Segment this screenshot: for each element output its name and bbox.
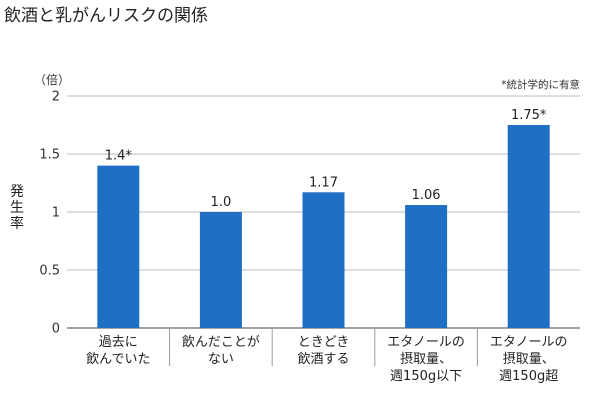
category-label: 飲んだことがない — [182, 334, 260, 367]
chart-title: 飲酒と乳がんリスクの関係 — [4, 6, 208, 26]
bar — [97, 165, 140, 328]
data-label: 1.75* — [511, 108, 547, 123]
category-label: ときどき飲酒する — [297, 335, 349, 367]
category-label-line: 過去に — [99, 335, 138, 350]
category-label-line: エタノールの — [387, 335, 465, 350]
bar — [199, 212, 242, 328]
y-tick-labels: 0 0.5 1 1.5 2 — [39, 90, 60, 337]
data-labels: 1.4* 1.0 1.17 1.06 1.75* — [105, 108, 547, 210]
bar — [302, 192, 345, 328]
category-label-line: 摂取量、 — [503, 351, 555, 367]
category-label-line: 飲んだことが — [182, 334, 260, 350]
category-label-line: 飲んでいた — [86, 351, 150, 367]
y-axis-label: 発生率 — [10, 184, 24, 232]
y-axis-label-char: 発 — [10, 184, 24, 200]
y-tick-label: 0.5 — [39, 264, 60, 279]
category-label-line: ときどき — [298, 335, 350, 350]
data-label: 1.0 — [211, 195, 232, 210]
y-tick-label: 1.5 — [39, 148, 60, 163]
bar — [405, 205, 448, 328]
data-label: 1.06 — [412, 188, 441, 203]
bars — [97, 125, 550, 328]
category-label: エタノールの摂取量、週150g以下 — [387, 335, 465, 384]
category-label-line: 摂取量、 — [400, 351, 452, 367]
y-axis-label-char: 率 — [10, 215, 24, 232]
y-tick-label: 1 — [52, 206, 60, 221]
y-axis-title: 発生率 — [10, 184, 24, 232]
category-label: エタノールの摂取量、週150g超 — [490, 335, 568, 384]
significance-note: *統計学的に有意 — [501, 78, 580, 91]
y-axis-label-char: 生 — [10, 200, 24, 216]
data-label: 1.4* — [105, 149, 133, 164]
category-label: 過去に飲んでいた — [86, 335, 150, 367]
category-label-line: 週150g超 — [499, 369, 558, 384]
y-tick-label: 0 — [52, 322, 60, 337]
bar — [507, 125, 550, 328]
data-label: 1.17 — [309, 175, 338, 190]
category-labels: 過去に飲んでいた飲んだことがないときどき飲酒するエタノールの摂取量、週150g以… — [86, 328, 568, 384]
y-unit-label: （倍） — [34, 72, 70, 87]
category-label-line: 週150g以下 — [390, 369, 462, 384]
category-label-line: エタノールの — [490, 335, 568, 350]
category-label-line: ない — [208, 352, 234, 367]
y-tick-label: 2 — [52, 90, 60, 105]
category-label-line: 飲酒する — [297, 351, 349, 367]
